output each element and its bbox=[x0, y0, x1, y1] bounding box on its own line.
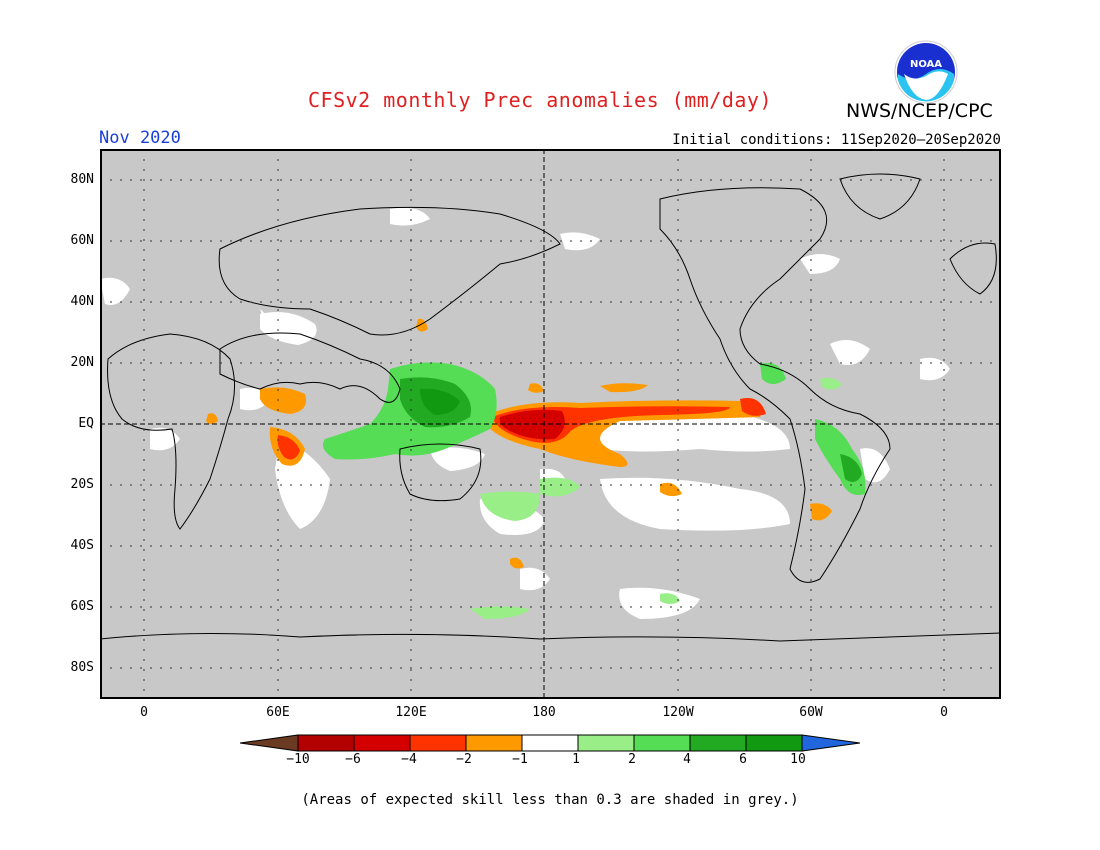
lon-label: 0 bbox=[940, 705, 948, 720]
initial-conditions: Initial conditions: 11Sep2020–20Sep2020 bbox=[672, 132, 1001, 148]
lon-label: 60W bbox=[799, 705, 823, 720]
colorbar-tick-label: 4 bbox=[683, 752, 691, 767]
lat-label: 20N bbox=[70, 355, 94, 370]
noaa-logo: NOAA bbox=[894, 40, 958, 104]
organization-label: NWS/NCEP/CPC bbox=[846, 100, 993, 122]
lat-label: 20S bbox=[70, 477, 94, 492]
colorbar-segment bbox=[521, 734, 579, 752]
wet-anomalies bbox=[322, 362, 866, 619]
near-normal-areas bbox=[100, 207, 950, 619]
colorbar-tick-label: −4 bbox=[401, 752, 417, 767]
colorbar-arrow-low bbox=[240, 734, 299, 752]
lat-label: 60N bbox=[70, 233, 94, 248]
colorbar-tick-label: 2 bbox=[628, 752, 636, 767]
lon-label: 120W bbox=[662, 705, 694, 720]
lat-label: 80S bbox=[70, 660, 94, 675]
forecast-period: Nov 2020 bbox=[99, 128, 181, 148]
map-title: CFSv2 monthly Prec anomalies (mm/day) bbox=[307, 88, 773, 112]
graticule bbox=[100, 149, 1001, 699]
lat-label: 60S bbox=[70, 599, 94, 614]
lon-label: 120E bbox=[395, 705, 427, 720]
colorbar-arrow-high bbox=[801, 734, 860, 752]
map-border bbox=[100, 149, 1001, 699]
coastlines bbox=[100, 173, 1001, 642]
colorbar-tick-label: −10 bbox=[286, 752, 310, 767]
colorbar-tick-label: 10 bbox=[790, 752, 806, 767]
colorbar-segment bbox=[633, 734, 691, 752]
colorbar-segment bbox=[353, 734, 411, 752]
colorbar-tick-label: −1 bbox=[512, 752, 528, 767]
lat-label: EQ bbox=[78, 416, 94, 431]
colorbar-tick-label: 6 bbox=[739, 752, 747, 767]
colorbar-segment bbox=[577, 734, 635, 752]
colorbar-segment bbox=[297, 734, 355, 752]
colorbar-tick-label: −6 bbox=[345, 752, 361, 767]
lat-label: 40N bbox=[70, 294, 94, 309]
colorbar-tick-label: −2 bbox=[456, 752, 472, 767]
dry-anomalies bbox=[206, 318, 832, 569]
lat-label: 40S bbox=[70, 538, 94, 553]
lon-label: 60E bbox=[266, 705, 290, 720]
colorbar-segment bbox=[689, 734, 747, 752]
logo-text: NOAA bbox=[910, 59, 942, 70]
colorbar-segment bbox=[465, 734, 523, 752]
skill-footnote: (Areas of expected skill less than 0.3 a… bbox=[301, 792, 799, 808]
colorbar-segment bbox=[409, 734, 467, 752]
lon-label: 180 bbox=[532, 705, 556, 720]
colorbar-segment bbox=[745, 734, 803, 752]
precip-anomaly-map bbox=[100, 149, 1001, 699]
reference-lines bbox=[100, 149, 1001, 699]
lon-label: 0 bbox=[140, 705, 148, 720]
colorbar-tick-label: 1 bbox=[572, 752, 580, 767]
colorbar bbox=[240, 734, 860, 752]
lat-label: 80N bbox=[70, 172, 94, 187]
